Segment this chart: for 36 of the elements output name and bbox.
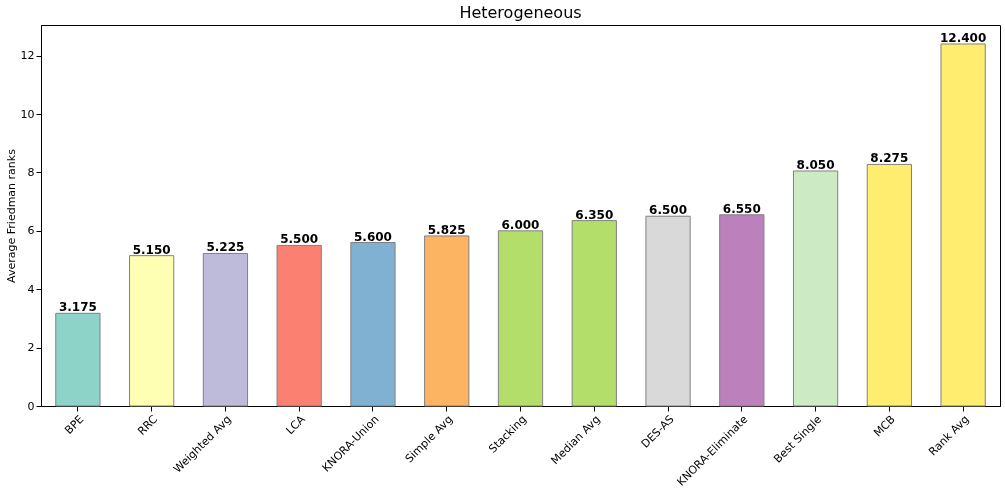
bar [276, 244, 322, 407]
data-label: 6.350 [575, 207, 614, 222]
data-label: 5.500 [280, 232, 319, 247]
y-tick-label: 12 [20, 49, 35, 63]
data-label: 12.400 [939, 30, 987, 45]
bar [129, 255, 175, 407]
y-tick-label: 0 [27, 399, 35, 413]
data-label: 8.050 [796, 157, 835, 172]
y-tick-label: 8 [27, 165, 35, 179]
x-tick-label: LCA [283, 412, 309, 438]
bar [792, 170, 839, 407]
data-label: 8.275 [870, 151, 909, 166]
data-label: 5.225 [206, 240, 245, 255]
data-label: 5.825 [427, 222, 466, 237]
data-label: 6.550 [722, 201, 761, 216]
bar [55, 312, 101, 407]
bar [866, 163, 912, 407]
data-label: 3.175 [58, 300, 97, 315]
bar [571, 220, 617, 407]
bar [202, 252, 249, 407]
y-axis-title: Average Friedman ranks [4, 148, 18, 283]
y-tick-label: 10 [20, 107, 35, 121]
data-label: 5.150 [132, 242, 171, 257]
data-label: 6.500 [649, 203, 688, 218]
bar [645, 215, 691, 407]
chart-title: Heterogeneous [459, 3, 582, 22]
bar [424, 235, 470, 407]
y-tick-label: 4 [27, 282, 35, 296]
data-label: 6.000 [501, 217, 540, 232]
bar [719, 214, 765, 407]
data-label: 5.600 [353, 229, 392, 244]
bar [940, 43, 986, 407]
bar [497, 230, 544, 407]
y-tick-label: 2 [27, 341, 35, 355]
y-tick-label: 6 [27, 224, 35, 238]
bar [350, 242, 396, 407]
